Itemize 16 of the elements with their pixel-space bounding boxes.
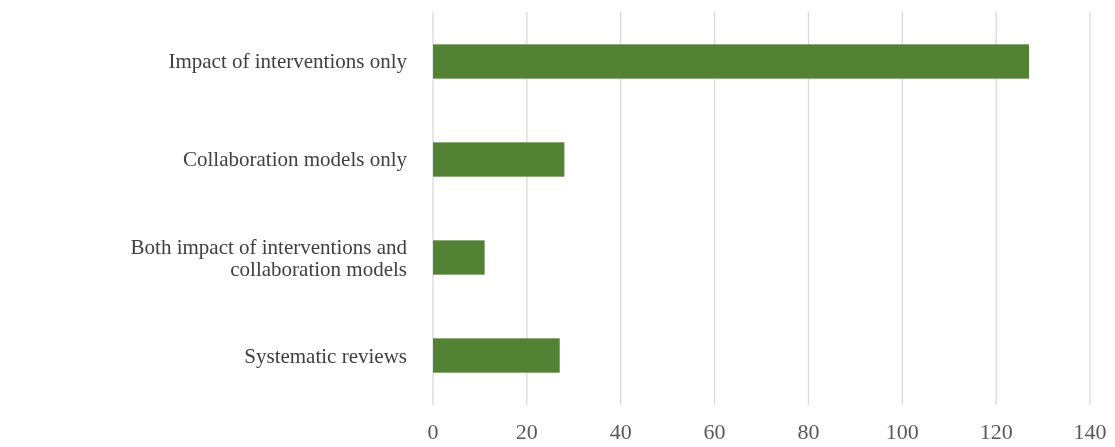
bar	[433, 240, 485, 275]
x-tick-label: 140	[1073, 419, 1107, 444]
bar	[433, 44, 1029, 79]
y-tick-label: Impact of interventions only	[168, 49, 408, 74]
y-tick-label: Systematic reviews	[244, 343, 407, 368]
y-tick-label: Both impact of interventions and collaboration models	[130, 234, 408, 281]
x-tick-label: 20	[515, 419, 538, 444]
bar	[433, 338, 560, 373]
x-tick-label: 0	[427, 419, 439, 444]
x-tick-label: 40	[609, 419, 632, 444]
x-tick-label: 80	[797, 419, 820, 444]
bar	[433, 142, 565, 177]
x-tick-label: 120	[979, 419, 1013, 444]
y-tick-label: Collaboration models only	[183, 147, 408, 172]
x-tick-label: 100	[885, 419, 919, 444]
x-tick-label: 60	[703, 419, 726, 444]
